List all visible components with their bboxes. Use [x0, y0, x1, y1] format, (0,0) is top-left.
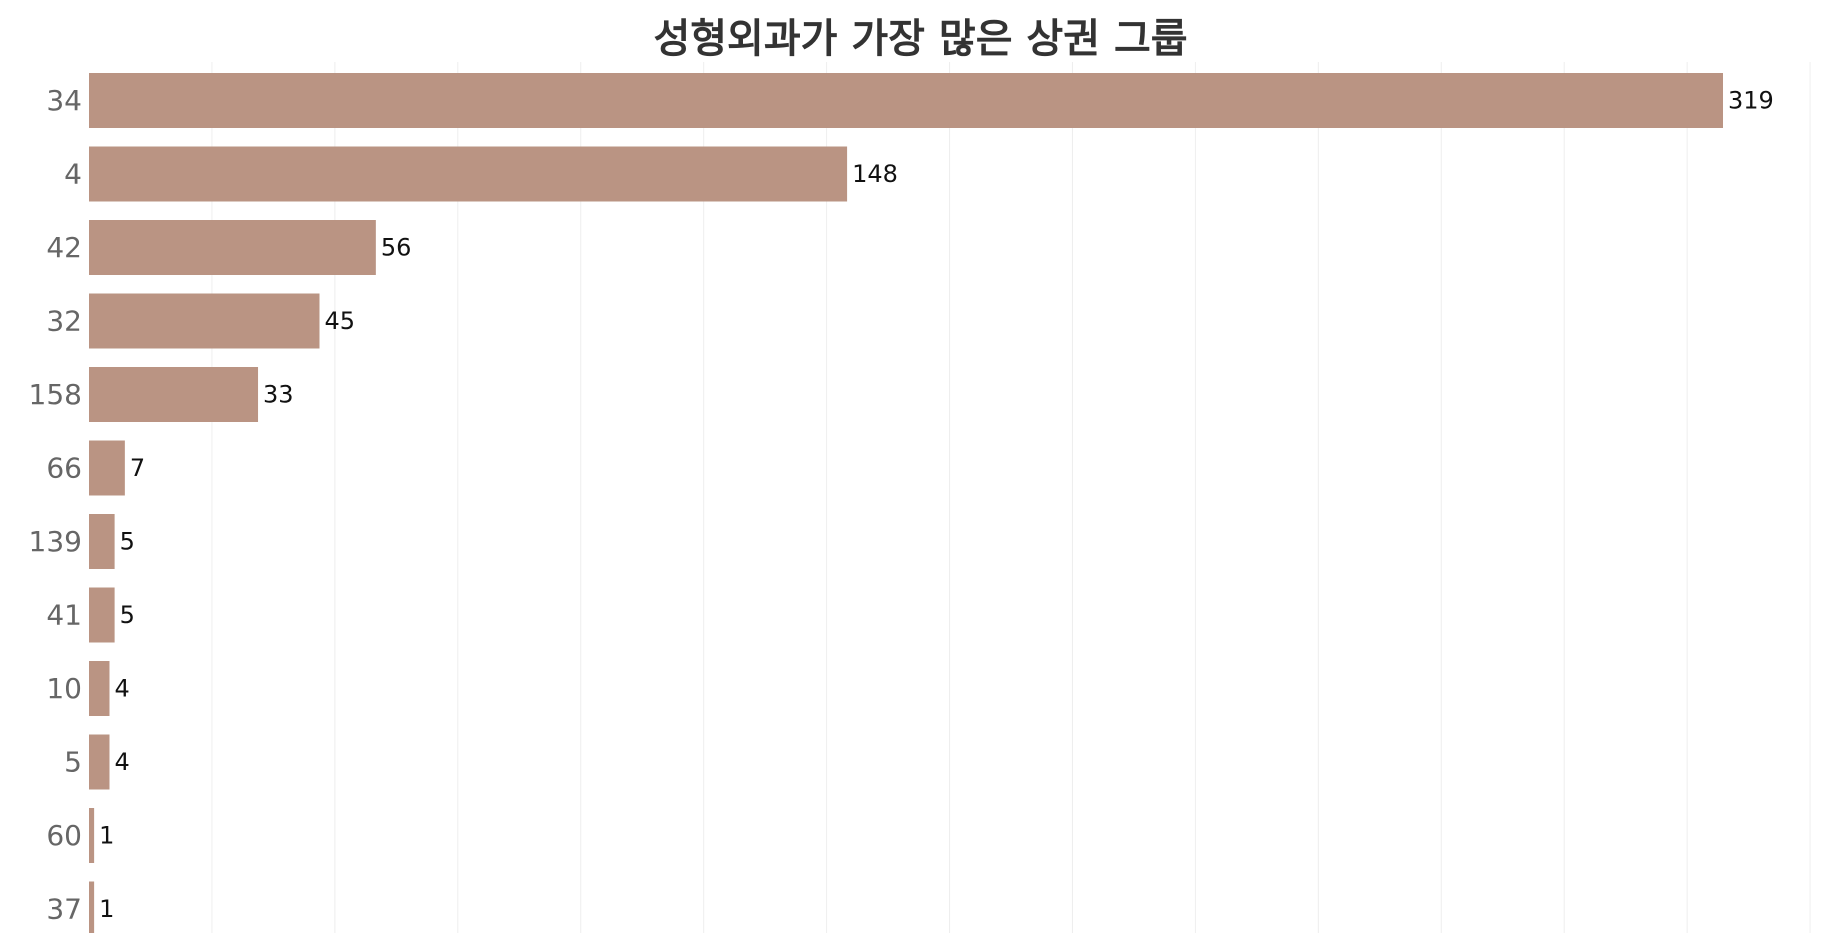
bar-4 — [89, 146, 848, 202]
value-label: 45 — [325, 307, 356, 335]
value-label: 4 — [114, 675, 129, 703]
category-label: 37 — [46, 893, 82, 926]
bar-42 — [89, 220, 376, 275]
value-label: 1 — [99, 822, 114, 850]
grid-lines — [211, 62, 1811, 933]
value-label: 56 — [381, 234, 412, 262]
bar-32 — [89, 293, 320, 349]
category-label: 139 — [29, 525, 82, 558]
bar-158 — [89, 367, 259, 422]
bar-60 — [89, 808, 95, 863]
bar-34 — [89, 73, 1723, 128]
bar-139 — [89, 514, 115, 569]
chart-title: 성형외과가 가장 많은 상권 그룹 — [653, 16, 1188, 62]
value-label: 148 — [852, 160, 898, 188]
category-label: 158 — [29, 378, 82, 411]
category-label: 5 — [64, 746, 82, 779]
category-label: 32 — [46, 305, 82, 338]
value-label: 5 — [120, 528, 135, 556]
bars — [89, 73, 1723, 933]
value-label: 5 — [120, 601, 135, 629]
category-label: 10 — [46, 672, 82, 705]
value-label: 319 — [1728, 87, 1774, 115]
bar-66 — [89, 440, 125, 496]
value-label: 33 — [263, 381, 294, 409]
category-label: 60 — [46, 819, 82, 852]
category-label: 42 — [46, 231, 82, 264]
category-label: 34 — [46, 84, 82, 117]
bar-5 — [89, 734, 110, 790]
value-label: 7 — [130, 454, 145, 482]
bar-41 — [89, 587, 115, 643]
bar-10 — [89, 661, 110, 716]
bar-37 — [89, 881, 95, 933]
category-label: 4 — [64, 158, 82, 191]
value-label: 4 — [114, 748, 129, 776]
category-label: 41 — [46, 599, 82, 632]
category-label: 66 — [46, 452, 82, 485]
value-label: 1 — [99, 895, 114, 923]
